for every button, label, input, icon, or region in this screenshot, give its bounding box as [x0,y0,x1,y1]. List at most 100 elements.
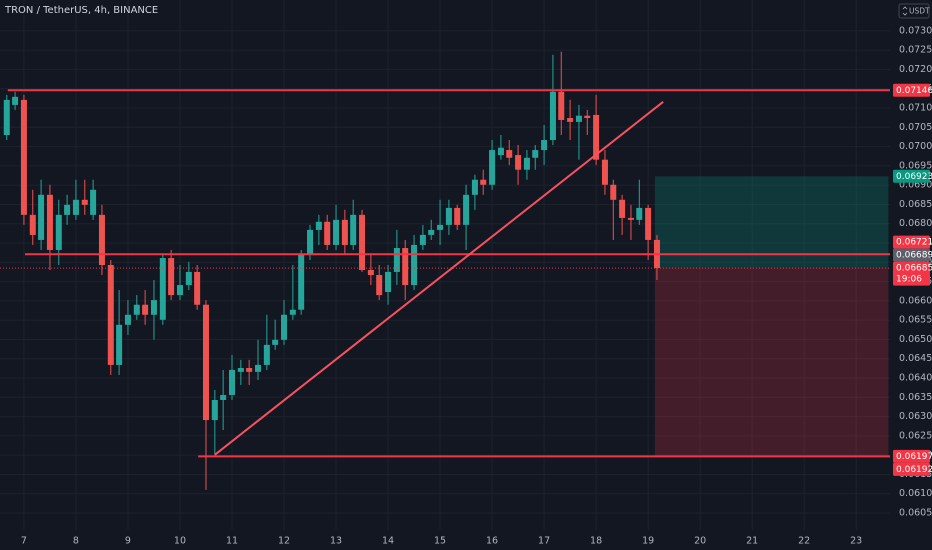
candle-body [255,364,262,372]
x-tick-label: 17 [538,536,550,547]
candle-body [333,219,340,245]
candle-body [575,115,582,122]
candle-body [194,271,201,305]
price-label-box [893,462,930,476]
candle-body [159,258,166,320]
candle-body [228,369,235,395]
candle-body [55,214,62,250]
price-label-box [893,83,930,97]
x-tick-label: 11 [226,536,238,547]
candle-body [176,285,183,296]
candle-body [376,275,383,296]
price-label-box [893,449,930,463]
candle-body [411,244,418,286]
candle-body [428,229,435,235]
x-tick-label: 22 [798,536,810,547]
candle-body [307,229,314,255]
price-label: 0.06923 [896,172,932,182]
profit-zone [654,176,889,269]
candle-body [385,271,392,293]
candle-body [98,214,105,265]
candle-body [133,304,140,315]
candle-body [29,214,36,235]
currency-button[interactable] [898,3,930,19]
candle-body [619,199,626,218]
candle-body [549,91,556,141]
candle-body [636,207,643,220]
candle-body [116,324,123,365]
candle-body [523,157,530,170]
candle-body [489,150,496,185]
candle-body [3,99,10,136]
x-tick-label: 9 [125,536,131,547]
candle-body [454,207,461,225]
grid [0,0,890,530]
candle-body [289,309,296,315]
candle-body [298,254,305,310]
candle-body [20,99,27,215]
x-tick-label: 7 [21,536,27,547]
price-label-box [893,235,930,249]
candle-body [315,221,322,230]
x-tick-label: 21 [746,536,758,547]
price-label: 0.06685 [896,264,932,274]
candle-body [281,314,288,340]
candle-body [359,214,366,271]
x-tick-label: 8 [73,536,79,547]
candle-body [124,314,131,325]
currency-icon [902,6,908,16]
y-tick-label: 0.07300 [899,25,932,36]
price-label-box [893,169,930,183]
candle-body [480,179,487,185]
candle-body [645,207,652,240]
candle-body [185,271,192,286]
candle-body [497,147,504,156]
candle-body [107,265,114,365]
candle-body [437,224,444,230]
candle-body [64,204,71,215]
price-label-box [893,261,930,286]
candle-body [610,184,617,200]
candle-body [12,96,19,105]
candle-body [246,367,253,372]
candle-body [324,221,331,245]
candle-body [211,400,218,421]
candle-body [150,300,157,315]
candle-body [558,91,565,120]
price-label: 0.06689 [896,251,932,261]
trend-line [214,101,664,456]
x-tick-label: 10 [174,536,186,547]
x-tick-label: 12 [278,536,290,547]
price-label: 0.06721 [896,238,932,248]
candle-body [341,219,348,245]
x-tick-label: 15 [434,536,446,547]
candle-body [142,304,149,315]
candle-body [463,194,470,225]
candle-body [46,194,53,250]
candle-body [541,140,548,151]
price-label: 0.06197 [896,452,932,462]
x-tick-label: 16 [486,536,498,547]
x-tick-label: 19 [642,536,654,547]
candle-body [471,179,478,195]
candle-body [445,207,452,225]
loss-zone [654,268,889,457]
candle-body [263,344,270,365]
candle-body [202,304,209,421]
candle-body [272,339,279,345]
candle-body [168,258,175,296]
candle-body [584,115,591,119]
price-label: 0.07146 [896,86,932,96]
